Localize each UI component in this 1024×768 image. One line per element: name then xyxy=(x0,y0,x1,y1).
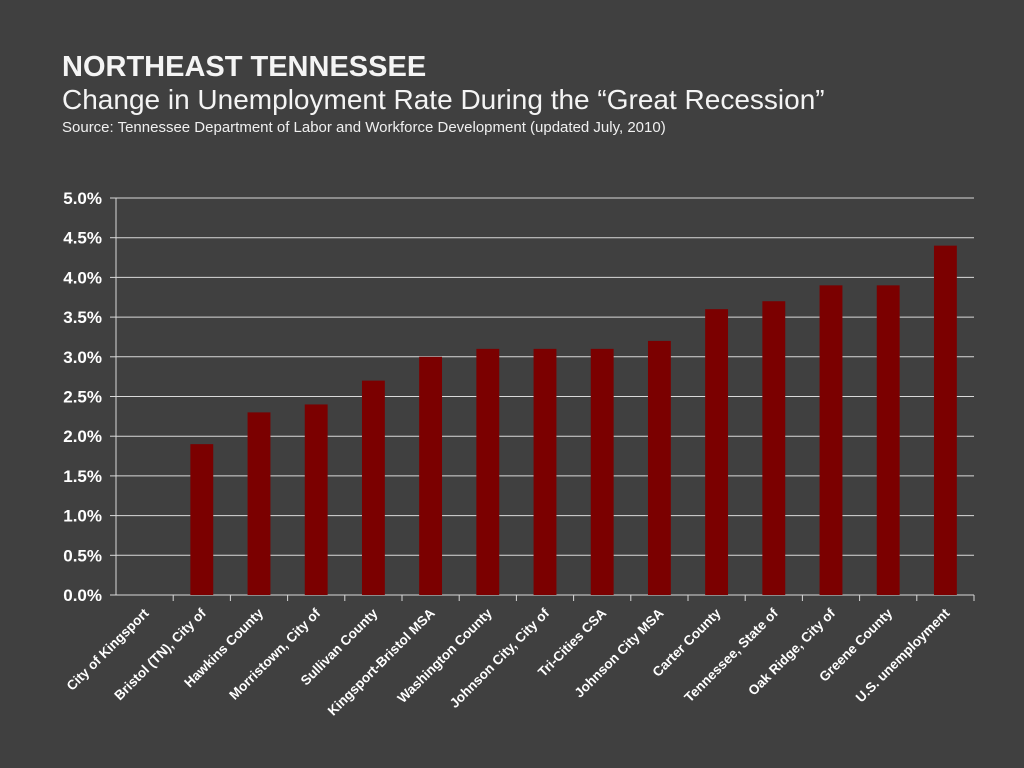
y-tick-label: 0.5% xyxy=(63,546,102,565)
y-tick-label: 2.0% xyxy=(63,427,102,446)
bar xyxy=(304,404,328,595)
bar xyxy=(533,348,557,595)
y-tick-label: 3.0% xyxy=(63,348,102,367)
x-category-label: Johnson City, City of xyxy=(447,605,553,711)
bar xyxy=(762,301,786,595)
x-category-label: Kingsport-Bristol MSA xyxy=(325,605,438,718)
bar xyxy=(247,412,271,595)
bar xyxy=(647,340,671,595)
bar xyxy=(190,444,214,595)
bar xyxy=(419,356,443,595)
bar xyxy=(590,348,614,595)
y-tick-label: 4.5% xyxy=(63,229,102,248)
chart-title: NORTHEAST TENNESSEE xyxy=(62,51,427,83)
chart-source: Source: Tennessee Department of Labor an… xyxy=(62,119,666,136)
bar xyxy=(476,348,500,595)
y-tick-label: 3.5% xyxy=(63,308,102,327)
bar xyxy=(876,285,900,595)
bar xyxy=(361,380,385,595)
y-tick-label: 5.0% xyxy=(63,189,102,208)
bar xyxy=(819,285,843,595)
y-tick-label: 1.0% xyxy=(63,507,102,526)
title-block: NORTHEAST TENNESSEE Change in Unemployme… xyxy=(62,50,1012,140)
y-tick-label: 4.0% xyxy=(63,268,102,287)
y-tick-label: 2.5% xyxy=(63,388,102,407)
y-tick-label: 1.5% xyxy=(63,467,102,486)
chart-subtitle: Change in Unemployment Rate During the “… xyxy=(62,84,825,115)
y-tick-label: 0.0% xyxy=(63,586,102,605)
x-category-label: U.S. unemployment xyxy=(853,605,953,705)
x-category-label: Washington County xyxy=(395,605,496,706)
bar xyxy=(705,309,729,595)
bar xyxy=(933,245,957,595)
x-category-label: Tennessee, State of xyxy=(681,605,781,705)
